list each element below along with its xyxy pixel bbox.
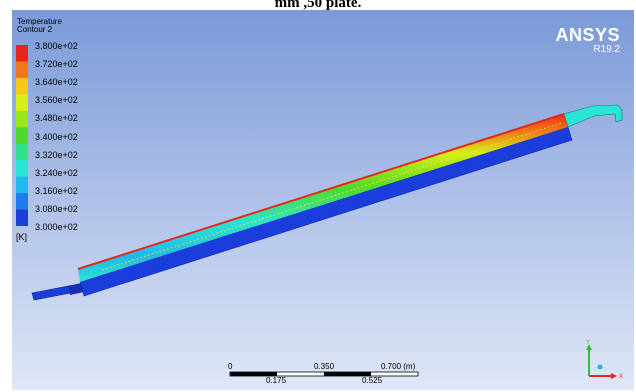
legend-swatch <box>16 110 28 128</box>
temperature-contour-model <box>31 104 623 301</box>
legend-swatch <box>16 61 28 79</box>
ansys-logo: ANSYS R19.2 <box>555 26 620 55</box>
legend-tick-label: 3.240e+02 <box>35 167 78 178</box>
outlet-pipe <box>563 104 623 128</box>
hot-edge <box>77 113 565 270</box>
legend-unit: [K] <box>16 232 28 242</box>
scale-label-0: 0 <box>228 362 233 371</box>
inlet-pipe-joint <box>68 283 84 295</box>
scale-bar: 0 0.350 0.700 (m) 0.175 0.525 <box>228 362 420 385</box>
legend-tick-label: 3.160e+02 <box>35 185 78 196</box>
legend-tick-label: 3.000e+02 <box>35 222 78 232</box>
logo-version: R19.2 <box>593 44 620 55</box>
triad-y-label: Y <box>586 340 590 346</box>
legend-swatch <box>16 143 28 161</box>
color-legend-bar <box>16 45 28 226</box>
legend-swatch <box>16 193 28 211</box>
legend-tick-label: 3.640e+02 <box>35 77 78 88</box>
legend-swatch <box>16 77 28 95</box>
fluid-band <box>78 114 568 282</box>
legend-tick-label: 3.320e+02 <box>35 149 78 160</box>
legend-tick-label: 3.720e+02 <box>35 59 78 70</box>
legend-tick-label: 3.560e+02 <box>35 95 78 106</box>
legend-tick-label: 3.800e+02 <box>35 41 78 51</box>
legend-tick-label: 3.400e+02 <box>35 131 78 142</box>
scale-label-700: 0.700 (m) <box>381 362 416 371</box>
legend-swatch <box>16 94 28 112</box>
legend-swatch <box>16 160 28 178</box>
logo-name: ANSYS <box>555 25 620 45</box>
legend-swatch <box>16 45 28 62</box>
scale-label-525: 0.525 <box>362 376 383 385</box>
band-texture <box>101 122 563 271</box>
scale-bar-graphic <box>229 371 419 377</box>
figure-caption: mm ,50 plate. <box>274 0 362 11</box>
legend-swatch <box>16 209 28 226</box>
legend-contour-name: Contour 2 <box>17 25 53 34</box>
legend-tick-label: 3.080e+02 <box>35 203 78 214</box>
legend-swatch <box>16 176 28 194</box>
legend-swatch <box>16 127 28 145</box>
base-plate <box>79 126 573 297</box>
triad-x-label: X <box>619 374 623 380</box>
graphics-viewport[interactable]: Temperature Contour 2 3.800e+02 3.720e+02… <box>12 10 634 390</box>
scale-label-350: 0.350 <box>314 362 335 371</box>
axis-triad-graphic: Y X <box>586 340 623 380</box>
axis-triad: Y X <box>577 338 627 384</box>
scale-label-175: 0.175 <box>266 376 287 385</box>
legend-variable: Temperature <box>17 17 62 26</box>
legend-title: Temperature Contour 2 <box>17 18 62 34</box>
legend-tick-label: 3.480e+02 <box>35 113 78 124</box>
